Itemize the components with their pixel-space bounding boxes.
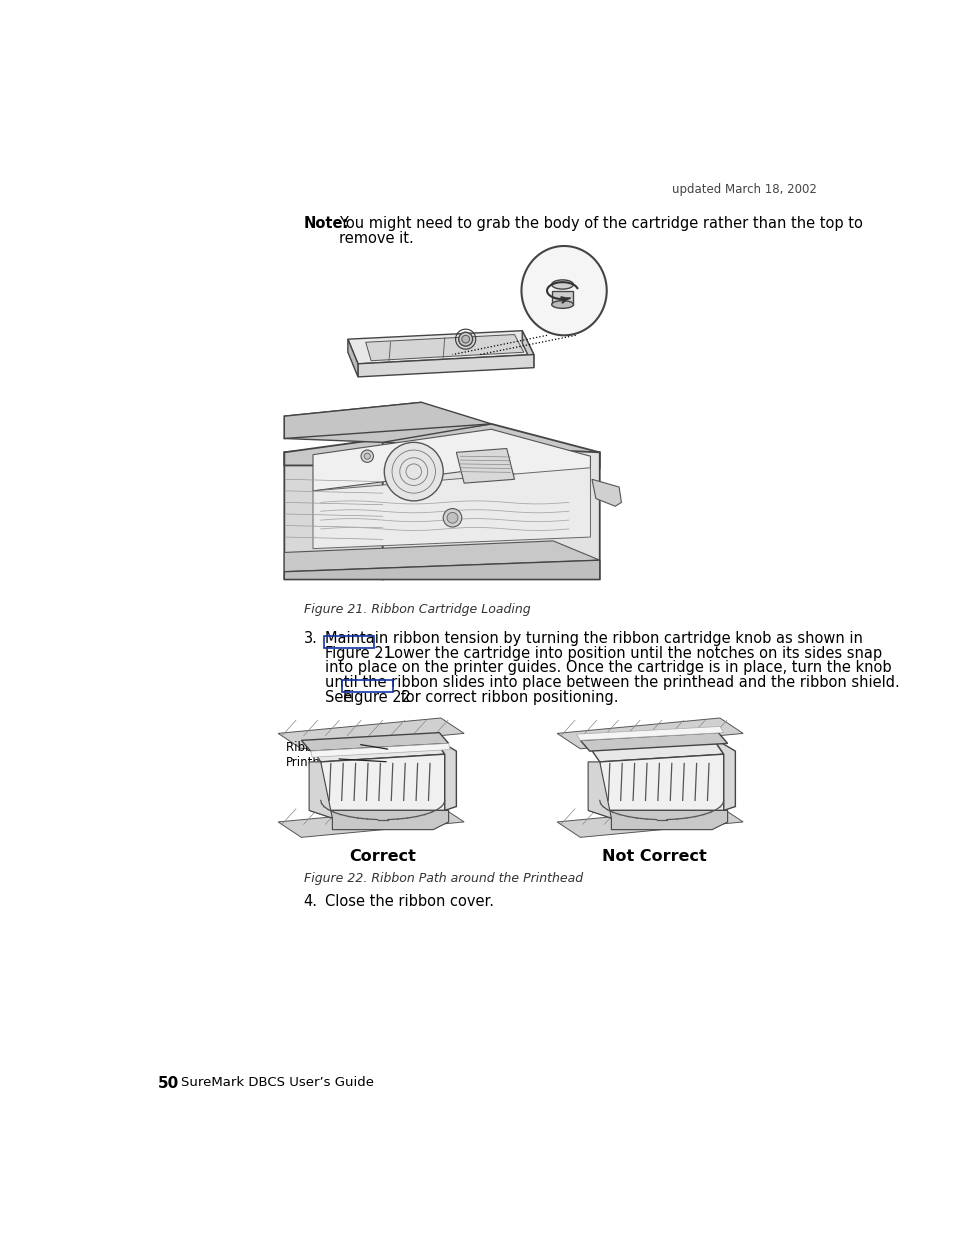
Polygon shape	[278, 718, 464, 748]
Ellipse shape	[521, 246, 606, 336]
Polygon shape	[592, 479, 620, 506]
Polygon shape	[284, 541, 599, 572]
FancyBboxPatch shape	[551, 290, 573, 305]
Text: SureMark DBCS User’s Guide: SureMark DBCS User’s Guide	[181, 1076, 374, 1089]
Polygon shape	[576, 726, 723, 740]
Polygon shape	[284, 561, 599, 579]
Polygon shape	[433, 737, 456, 810]
Text: 4.: 4.	[303, 894, 317, 909]
Polygon shape	[557, 806, 742, 837]
Polygon shape	[309, 737, 444, 762]
Polygon shape	[348, 331, 534, 364]
Polygon shape	[311, 743, 450, 757]
Text: 3.: 3.	[303, 631, 317, 646]
Text: Correct: Correct	[349, 848, 416, 864]
Polygon shape	[320, 755, 444, 810]
Polygon shape	[587, 737, 723, 762]
Polygon shape	[284, 403, 491, 442]
Polygon shape	[309, 762, 332, 818]
Polygon shape	[284, 403, 421, 438]
Polygon shape	[309, 810, 448, 830]
Circle shape	[461, 336, 469, 343]
Text: Figure 21. Ribbon Cartridge Loading: Figure 21. Ribbon Cartridge Loading	[303, 603, 530, 615]
Polygon shape	[587, 762, 611, 818]
Text: Printhead: Printhead	[286, 756, 342, 768]
Text: updated March 18, 2002: updated March 18, 2002	[671, 183, 816, 196]
Text: You might need to grab the body of the cartridge rather than the top to: You might need to grab the body of the c…	[338, 216, 862, 231]
Text: until the ribbon slides into place between the printhead and the ribbon shield.: until the ribbon slides into place betwe…	[324, 674, 899, 690]
Circle shape	[364, 453, 370, 459]
Polygon shape	[521, 331, 534, 368]
Text: Note:: Note:	[303, 216, 349, 231]
Polygon shape	[313, 430, 590, 495]
Text: for correct ribbon positioning.: for correct ribbon positioning.	[395, 689, 618, 704]
Polygon shape	[284, 424, 599, 468]
Text: Figure 21: Figure 21	[324, 646, 392, 661]
Circle shape	[447, 513, 457, 524]
Text: Figure 22. Ribbon Path around the Printhead: Figure 22. Ribbon Path around the Printh…	[303, 872, 582, 885]
Text: Not Correct: Not Correct	[601, 848, 705, 864]
Polygon shape	[382, 442, 599, 579]
Text: 50: 50	[158, 1076, 179, 1091]
Text: Ribbon Shield: Ribbon Shield	[286, 741, 367, 755]
Text: Close the ribbon cover.: Close the ribbon cover.	[324, 894, 493, 909]
Text: into place on the printer guides. Once the cartridge is in place, turn the knob: into place on the printer guides. Once t…	[324, 661, 890, 676]
Circle shape	[360, 450, 373, 462]
Polygon shape	[278, 806, 464, 837]
Ellipse shape	[551, 280, 573, 289]
Polygon shape	[301, 732, 448, 751]
Text: Maintain ribbon tension by turning the ribbon cartridge knob as shown in: Maintain ribbon tension by turning the r…	[324, 631, 862, 646]
Ellipse shape	[551, 300, 573, 309]
Polygon shape	[579, 732, 727, 751]
Text: . Lower the cartridge into position until the notches on its sides snap: . Lower the cartridge into position unti…	[377, 646, 882, 661]
Text: See: See	[324, 689, 356, 704]
Text: remove it.: remove it.	[338, 231, 413, 246]
Polygon shape	[357, 354, 534, 377]
Polygon shape	[587, 810, 727, 830]
Polygon shape	[365, 335, 523, 361]
Polygon shape	[557, 718, 742, 748]
Polygon shape	[711, 737, 735, 810]
Polygon shape	[456, 448, 514, 483]
Polygon shape	[284, 442, 382, 579]
Polygon shape	[599, 755, 723, 810]
Polygon shape	[348, 340, 357, 377]
Circle shape	[443, 509, 461, 527]
Polygon shape	[313, 468, 590, 548]
Circle shape	[458, 332, 472, 346]
Text: Figure 22: Figure 22	[343, 689, 411, 704]
Circle shape	[384, 442, 443, 501]
